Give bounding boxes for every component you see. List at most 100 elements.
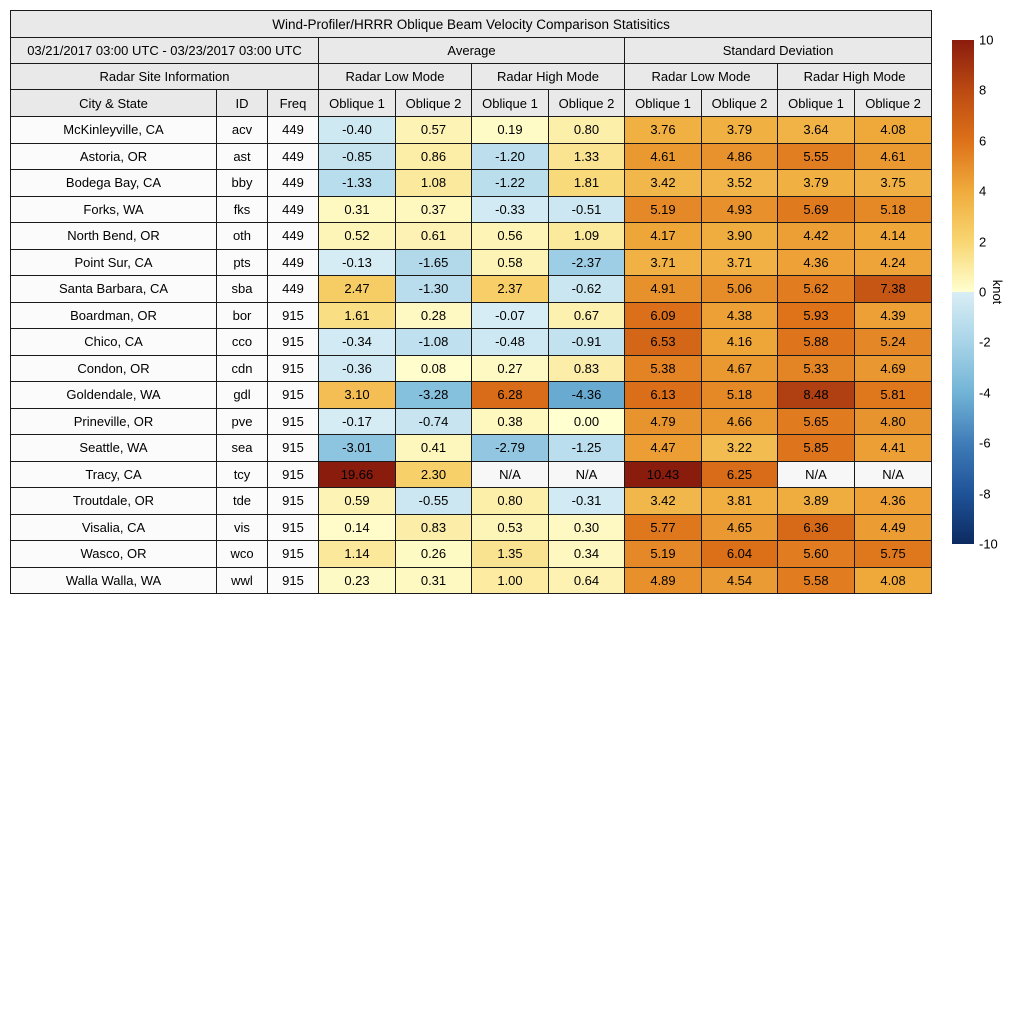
cell-value: -0.55 (395, 487, 472, 515)
cell-id: sba (216, 275, 268, 303)
cell-freq: 915 (267, 460, 319, 488)
cell-value: 0.19 (471, 116, 549, 144)
table-row: Wasco, OR wco 915 1.14 0.26 1.35 0.34 5.19 6.04 5… (10, 540, 933, 568)
cell-value: -0.91 (548, 328, 625, 356)
cell-value: 5.18 (853, 195, 933, 223)
cell-value: 0.83 (395, 513, 472, 541)
cell-value: 3.22 (701, 434, 778, 462)
table-row: Condon, OR cdn 915 -0.36 0.08 0.27 0.83 5.38 4.6… (10, 354, 933, 382)
cell-value: 3.10 (318, 381, 396, 409)
cell-value: 4.61 (624, 142, 702, 170)
cell-freq: 449 (267, 248, 319, 276)
cell-city: Chico, CA (10, 328, 217, 356)
cell-value: 0.27 (471, 354, 549, 382)
cell-value: -0.13 (318, 248, 396, 276)
col-header-oblique: Oblique 1 (624, 89, 702, 117)
mode-header-avg-low: Radar Low Mode (318, 63, 472, 90)
cell-value: 2.37 (471, 275, 549, 303)
cell-value: 5.88 (777, 328, 855, 356)
cell-id: cco (216, 328, 268, 356)
cell-value: 0.67 (548, 301, 625, 329)
cell-id: acv (216, 116, 268, 144)
cell-value: -3.28 (395, 381, 472, 409)
cell-value: 2.30 (395, 460, 472, 488)
cell-value: 3.81 (701, 487, 778, 515)
cell-value: 10.43 (624, 460, 702, 488)
cell-value: 5.33 (777, 354, 855, 382)
cell-value: 5.93 (777, 301, 855, 329)
cell-value: 5.62 (777, 275, 855, 303)
colorbar-tick--2: -2 (979, 334, 991, 350)
cell-value: 3.76 (624, 116, 702, 144)
cell-value: 4.54 (701, 566, 778, 594)
col-header-oblique: Oblique 1 (318, 89, 396, 117)
cell-freq: 915 (267, 381, 319, 409)
cell-value: 4.24 (853, 248, 933, 276)
table-row: Forks, WA fks 449 0.31 0.37 -0.33 -0.51 5.19 4.9… (10, 195, 933, 223)
cell-value: 0.56 (471, 222, 549, 250)
cell-value: N/A (471, 460, 549, 488)
cell-value: 4.36 (853, 487, 933, 515)
cell-value: 0.31 (395, 566, 472, 594)
colorbar-tick--4: -4 (979, 385, 991, 401)
colorbar-unit-label: knot (990, 279, 1005, 305)
col-header-city: City & State (10, 89, 217, 117)
cell-value: 4.93 (701, 195, 778, 223)
mode-header-avg-high: Radar High Mode (471, 63, 625, 90)
column-header-row: City & State ID Freq Oblique 1 Oblique 2… (10, 89, 933, 117)
cell-value: -0.62 (548, 275, 625, 303)
cell-value: 4.66 (701, 407, 778, 435)
cell-value: 0.53 (471, 513, 549, 541)
cell-value: 0.59 (318, 487, 396, 515)
cell-id: pts (216, 248, 268, 276)
colorbar-tick-4: 4 (979, 183, 987, 199)
cell-value: 0.86 (395, 142, 472, 170)
cell-value: 0.80 (548, 116, 625, 144)
group-header-average: Average (318, 37, 625, 64)
cell-city: Goldendale, WA (10, 381, 217, 409)
cell-value: 3.42 (624, 169, 702, 197)
cell-value: 5.65 (777, 407, 855, 435)
cell-value: 6.25 (701, 460, 778, 488)
cell-city: Visalia, CA (10, 513, 217, 541)
cell-value: -0.31 (548, 487, 625, 515)
colorbar (952, 40, 974, 544)
cell-city: Condon, OR (10, 354, 217, 382)
cell-id: bor (216, 301, 268, 329)
cell-value: 0.34 (548, 540, 625, 568)
cell-value: -0.74 (395, 407, 472, 435)
cell-freq: 449 (267, 222, 319, 250)
cell-id: ast (216, 142, 268, 170)
cell-value: 3.64 (777, 116, 855, 144)
table-row: Santa Barbara, CA sba 449 2.47 -1.30 2.37 -0.6… (10, 275, 933, 303)
cell-city: Walla Walla, WA (10, 566, 217, 594)
col-header-freq: Freq (267, 89, 319, 117)
cell-value: -0.36 (318, 354, 396, 382)
cell-freq: 449 (267, 195, 319, 223)
cell-value: N/A (853, 460, 933, 488)
cell-value: 3.79 (701, 116, 778, 144)
cell-value: 0.83 (548, 354, 625, 382)
cell-city: Troutdale, OR (10, 487, 217, 515)
cell-id: tde (216, 487, 268, 515)
cell-city: Point Sur, CA (10, 248, 217, 276)
cell-value: 4.08 (853, 566, 933, 594)
cell-freq: 449 (267, 169, 319, 197)
cell-value: 3.90 (701, 222, 778, 250)
cell-city: Bodega Bay, CA (10, 169, 217, 197)
cell-freq: 915 (267, 434, 319, 462)
cell-value: 4.65 (701, 513, 778, 541)
cell-value: 5.24 (853, 328, 933, 356)
col-header-oblique: Oblique 1 (777, 89, 855, 117)
cell-id: fks (216, 195, 268, 223)
cell-id: tcy (216, 460, 268, 488)
colorbar-tick-10: 10 (979, 32, 994, 48)
table-row: Boardman, OR bor 915 1.61 0.28 -0.07 0.67 6.09 4… (10, 301, 933, 329)
cell-value: 0.23 (318, 566, 396, 594)
stats-table: Wind-Profiler/HRRR Oblique Beam Velocity… (9, 10, 933, 594)
cell-freq: 915 (267, 540, 319, 568)
cell-city: Boardman, OR (10, 301, 217, 329)
cell-freq: 449 (267, 275, 319, 303)
colorbar-tick-8: 8 (979, 82, 987, 98)
